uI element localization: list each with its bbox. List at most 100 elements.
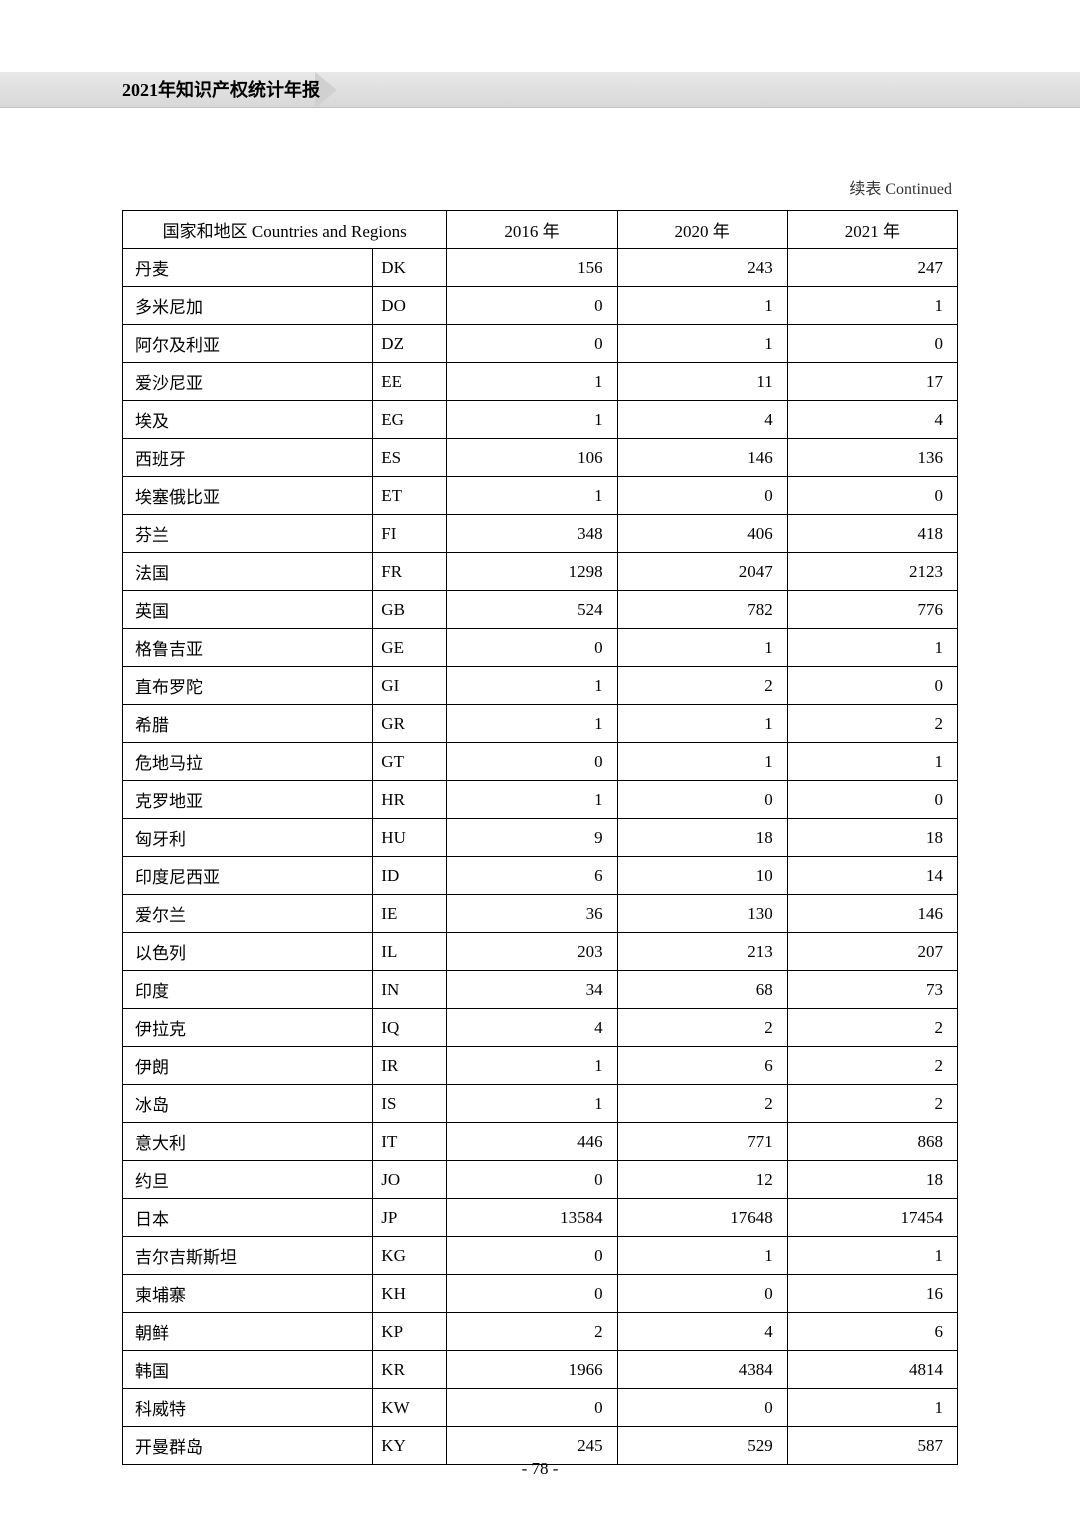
- table-row: 克罗地亚HR100: [123, 781, 958, 819]
- cell-country: 爱尔兰: [123, 895, 373, 933]
- cell-country: 匈牙利: [123, 819, 373, 857]
- cell-2020: 2: [617, 1009, 787, 1047]
- cell-2020: 1: [617, 1237, 787, 1275]
- cell-2020: 0: [617, 477, 787, 515]
- cell-code: HU: [373, 819, 447, 857]
- cell-country: 柬埔寨: [123, 1275, 373, 1313]
- table-row: 希腊GR112: [123, 705, 958, 743]
- cell-2021: 247: [787, 249, 957, 287]
- table-row: 危地马拉GT011: [123, 743, 958, 781]
- cell-2020: 1: [617, 325, 787, 363]
- cell-2021: 18: [787, 1161, 957, 1199]
- cell-2020: 1: [617, 287, 787, 325]
- cell-country: 西班牙: [123, 439, 373, 477]
- cell-code: ES: [373, 439, 447, 477]
- cell-2016: 0: [447, 325, 617, 363]
- cell-2016: 446: [447, 1123, 617, 1161]
- cell-country: 伊拉克: [123, 1009, 373, 1047]
- table-row: 直布罗陀GI120: [123, 667, 958, 705]
- table-row: 阿尔及利亚DZ010: [123, 325, 958, 363]
- cell-2021: 17454: [787, 1199, 957, 1237]
- cell-country: 危地马拉: [123, 743, 373, 781]
- table-row: 丹麦DK156243247: [123, 249, 958, 287]
- table-row: 冰岛IS122: [123, 1085, 958, 1123]
- cell-2021: 2: [787, 1047, 957, 1085]
- cell-code: ET: [373, 477, 447, 515]
- cell-country: 希腊: [123, 705, 373, 743]
- table-row: 埃及EG144: [123, 401, 958, 439]
- table-row: 吉尔吉斯斯坦KG011: [123, 1237, 958, 1275]
- cell-country: 日本: [123, 1199, 373, 1237]
- cell-2021: 73: [787, 971, 957, 1009]
- cell-code: ID: [373, 857, 447, 895]
- table-row: 西班牙ES106146136: [123, 439, 958, 477]
- cell-2016: 34: [447, 971, 617, 1009]
- cell-country: 多米尼加: [123, 287, 373, 325]
- cell-2016: 106: [447, 439, 617, 477]
- cell-2020: 1: [617, 705, 787, 743]
- cell-2020: 1: [617, 743, 787, 781]
- table-row: 英国GB524782776: [123, 591, 958, 629]
- cell-code: GI: [373, 667, 447, 705]
- table-row: 柬埔寨KH0016: [123, 1275, 958, 1313]
- cell-2016: 9: [447, 819, 617, 857]
- cell-country: 克罗地亚: [123, 781, 373, 819]
- cell-2021: 0: [787, 477, 957, 515]
- table-row: 日本JP135841764817454: [123, 1199, 958, 1237]
- cell-country: 意大利: [123, 1123, 373, 1161]
- cell-code: IS: [373, 1085, 447, 1123]
- table-row: 约旦JO01218: [123, 1161, 958, 1199]
- cell-2016: 1966: [447, 1351, 617, 1389]
- cell-2021: 146: [787, 895, 957, 933]
- cell-2021: 1: [787, 743, 957, 781]
- cell-2016: 0: [447, 743, 617, 781]
- cell-2016: 1: [447, 1085, 617, 1123]
- table-row: 科威特KW001: [123, 1389, 958, 1427]
- cell-2020: 130: [617, 895, 787, 933]
- cell-code: IR: [373, 1047, 447, 1085]
- cell-code: KG: [373, 1237, 447, 1275]
- cell-code: IT: [373, 1123, 447, 1161]
- table-row: 爱尔兰IE36130146: [123, 895, 958, 933]
- cell-2016: 1: [447, 667, 617, 705]
- cell-2020: 18: [617, 819, 787, 857]
- cell-country: 埃及: [123, 401, 373, 439]
- table-row: 韩国KR196643844814: [123, 1351, 958, 1389]
- cell-2020: 2047: [617, 553, 787, 591]
- cell-2021: 4: [787, 401, 957, 439]
- page-header-title: 2021年知识产权统计年报: [122, 76, 320, 102]
- cell-code: EE: [373, 363, 447, 401]
- cell-2020: 0: [617, 781, 787, 819]
- cell-2020: 213: [617, 933, 787, 971]
- cell-2016: 4: [447, 1009, 617, 1047]
- cell-code: GT: [373, 743, 447, 781]
- cell-2020: 4384: [617, 1351, 787, 1389]
- cell-country: 韩国: [123, 1351, 373, 1389]
- cell-2016: 2: [447, 1313, 617, 1351]
- cell-2021: 14: [787, 857, 957, 895]
- cell-2016: 0: [447, 1389, 617, 1427]
- cell-2016: 0: [447, 287, 617, 325]
- cell-code: IL: [373, 933, 447, 971]
- cell-2020: 2: [617, 667, 787, 705]
- cell-2016: 6: [447, 857, 617, 895]
- table-row: 格鲁吉亚GE011: [123, 629, 958, 667]
- cell-2020: 4: [617, 401, 787, 439]
- cell-2020: 2: [617, 1085, 787, 1123]
- cell-2020: 10: [617, 857, 787, 895]
- cell-2021: 0: [787, 667, 957, 705]
- cell-2021: 136: [787, 439, 957, 477]
- cell-2020: 0: [617, 1389, 787, 1427]
- cell-2021: 1: [787, 629, 957, 667]
- cell-2020: 771: [617, 1123, 787, 1161]
- cell-country: 丹麦: [123, 249, 373, 287]
- cell-2016: 1: [447, 1047, 617, 1085]
- table-row: 多米尼加DO011: [123, 287, 958, 325]
- cell-2016: 13584: [447, 1199, 617, 1237]
- cell-2021: 18: [787, 819, 957, 857]
- continued-label: 续表 Continued: [849, 175, 952, 199]
- cell-code: FR: [373, 553, 447, 591]
- cell-code: JP: [373, 1199, 447, 1237]
- cell-country: 芬兰: [123, 515, 373, 553]
- cell-2021: 776: [787, 591, 957, 629]
